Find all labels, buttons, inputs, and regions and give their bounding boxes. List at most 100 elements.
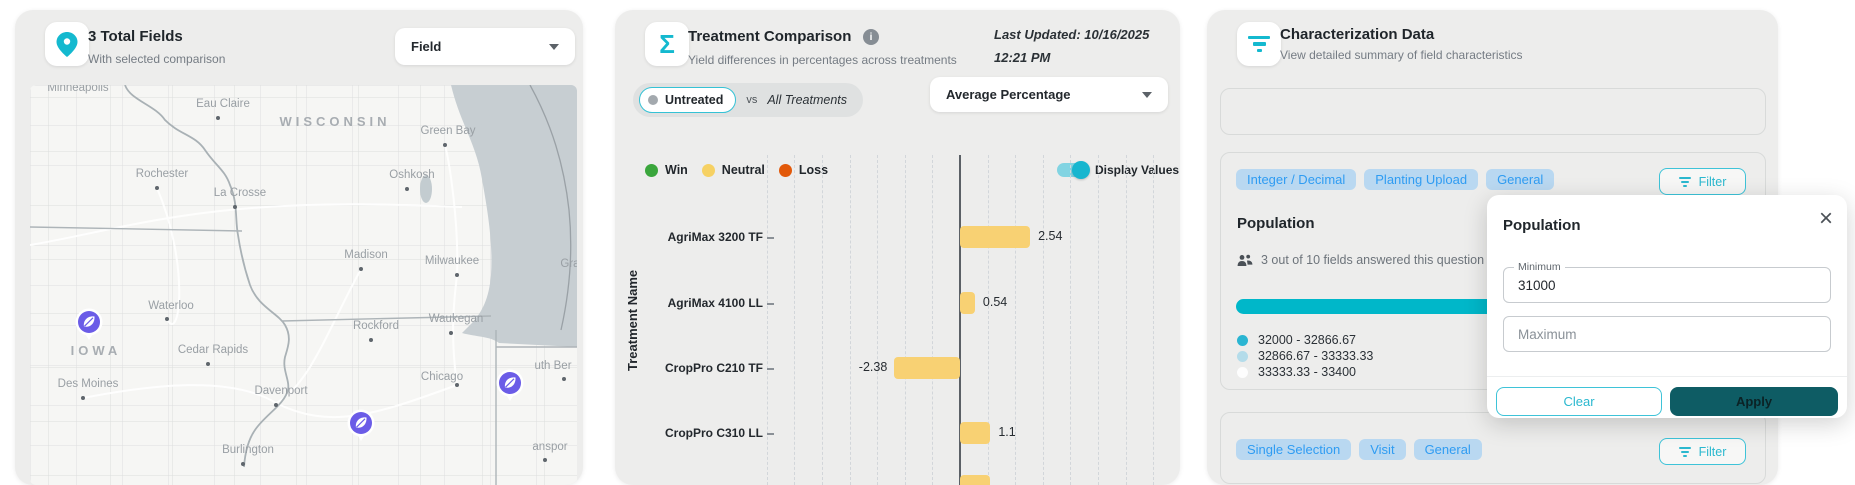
- category-chip: Single Selection: [1236, 439, 1352, 460]
- bar[interactable]: [960, 292, 975, 314]
- city-label: Davenport: [254, 385, 308, 397]
- bar[interactable]: [960, 226, 1031, 248]
- bar-chart-plot: AgriMax 3200 TF 2.54 AgriMax 4100 LL 0.54 Cr…: [665, 155, 1170, 485]
- toggle-knob-icon: [1072, 161, 1090, 179]
- category-chip: Integer / Decimal: [1236, 169, 1357, 190]
- city-label: Waukegan: [429, 313, 484, 325]
- gridline: [794, 155, 796, 485]
- last-updated: Last Updated: 10/16/2025 12:21 PM: [994, 24, 1164, 70]
- next-filter-button[interactable]: Filter: [1659, 438, 1746, 465]
- gridline: [1042, 155, 1044, 485]
- legend-dot-icon: [778, 163, 792, 177]
- bar[interactable]: [960, 422, 991, 444]
- bar-value-label: 0.54: [982, 295, 1008, 309]
- field-dropdown-label: Field: [411, 39, 442, 54]
- bar-value-label: 2.54: [1038, 229, 1063, 243]
- gridline: [987, 155, 989, 485]
- range-label: 32866.67 - 33333.33: [1258, 349, 1374, 363]
- metric-dropdown[interactable]: Average Percentage: [930, 77, 1168, 112]
- popup-title: Population: [1503, 217, 1581, 234]
- zero-axis: [959, 155, 961, 485]
- scrolled-question-card[interactable]: [1220, 88, 1766, 135]
- range-dot-icon: [1237, 334, 1248, 346]
- range-label: 32000 - 32866.67: [1258, 333, 1357, 347]
- untreated-chip[interactable]: Untreated: [639, 87, 737, 113]
- axis-tick: [767, 237, 774, 239]
- treatment-comparison-panel: Σ Treatment Comparison i Yield differenc…: [615, 10, 1180, 485]
- city-label: Burlington: [222, 444, 274, 456]
- population-filter-button[interactable]: Filter: [1659, 168, 1746, 195]
- display-values-toggle[interactable]: [1057, 161, 1090, 179]
- map-city-labels: Minneapolis Eau Claire Green Bay Rochester O…: [47, 85, 577, 466]
- legend-item: Win: [645, 163, 688, 177]
- city-dot: [443, 143, 447, 147]
- filter-button-label: Filter: [1698, 444, 1727, 459]
- city-dot: [81, 396, 85, 400]
- state-label: IOWA: [71, 343, 122, 358]
- city-label: Chicago: [421, 371, 463, 383]
- legend-label: Win: [665, 163, 688, 177]
- field-marker-icon[interactable]: [75, 308, 103, 341]
- city-dot: [241, 462, 245, 466]
- legend-item: Neutral: [701, 163, 765, 177]
- bar[interactable]: [894, 357, 960, 379]
- city-dot: [233, 205, 237, 209]
- chevron-down-icon: [549, 43, 559, 50]
- range-dot-icon: [1237, 366, 1248, 378]
- untreated-dot-icon: [648, 95, 658, 105]
- next-chips-row: Single Selection Visit General: [1236, 439, 1482, 460]
- category-chip: General: [1486, 169, 1555, 190]
- state-borders: [30, 226, 577, 485]
- lake-state-line: [529, 85, 572, 331]
- field-marker-icon[interactable]: [496, 369, 524, 402]
- fields-map[interactable]: Minneapolis Eau Claire Green Bay Rochester O…: [30, 85, 577, 485]
- city-label: Gra: [560, 258, 577, 270]
- city-dot: [455, 383, 459, 387]
- gridline: [904, 155, 906, 485]
- axis-tick: [767, 303, 774, 305]
- apply-button[interactable]: Apply: [1670, 387, 1838, 416]
- question-title: Population: [1237, 215, 1315, 232]
- field-marker-icon[interactable]: [347, 409, 375, 442]
- chart-legend: Win Neutral Loss: [645, 163, 828, 177]
- chevron-down-icon: [1142, 91, 1152, 98]
- next-question-card: Single Selection Visit General Filter: [1220, 412, 1766, 484]
- filter-icon: [1678, 176, 1691, 187]
- minimum-input[interactable]: [1504, 268, 1830, 302]
- map-pin-icon: [45, 22, 89, 66]
- lake-winnebago: [420, 175, 432, 203]
- green-bay-inlet: [476, 87, 491, 145]
- bar-category-label: CropPro C310 LL: [664, 426, 763, 440]
- gridline: [1153, 155, 1155, 485]
- city-dot: [455, 273, 459, 277]
- city-label: Milwaukee: [425, 255, 479, 267]
- city-label: La Crosse: [214, 187, 266, 199]
- filter-button-label: Filter: [1698, 174, 1727, 189]
- city-label: Waterloo: [148, 300, 194, 312]
- city-label: anspor: [532, 441, 567, 453]
- city-dot: [405, 187, 409, 191]
- field-dropdown[interactable]: Field: [395, 28, 575, 65]
- vs-label: vs: [746, 94, 758, 106]
- close-icon[interactable]: ×: [1818, 205, 1833, 232]
- info-icon[interactable]: i: [863, 29, 879, 45]
- maximum-field: [1503, 316, 1831, 352]
- sigma-icon: Σ: [645, 22, 689, 66]
- field-markers[interactable]: [75, 308, 524, 442]
- minimum-field: Minimum: [1503, 261, 1831, 303]
- maximum-input[interactable]: [1504, 317, 1830, 351]
- range-row: 33333.33 - 33400: [1237, 365, 1356, 379]
- city-label: Madison: [344, 249, 387, 261]
- city-label: Des Moines: [58, 378, 119, 390]
- population-filter-popup: Population × Minimum Clear Apply: [1487, 195, 1847, 418]
- clear-button[interactable]: Clear: [1496, 387, 1662, 416]
- bar-value-label: 1.1: [998, 425, 1016, 439]
- untreated-chip-label: Untreated: [665, 93, 724, 107]
- city-dot: [359, 267, 363, 271]
- city-dot: [449, 331, 453, 335]
- all-treatments-label: All Treatments: [767, 93, 847, 107]
- bar[interactable]: [960, 475, 991, 485]
- gridline: [1098, 155, 1099, 485]
- range-row: 32000 - 32866.67: [1237, 333, 1356, 347]
- gridline: [1070, 155, 1072, 485]
